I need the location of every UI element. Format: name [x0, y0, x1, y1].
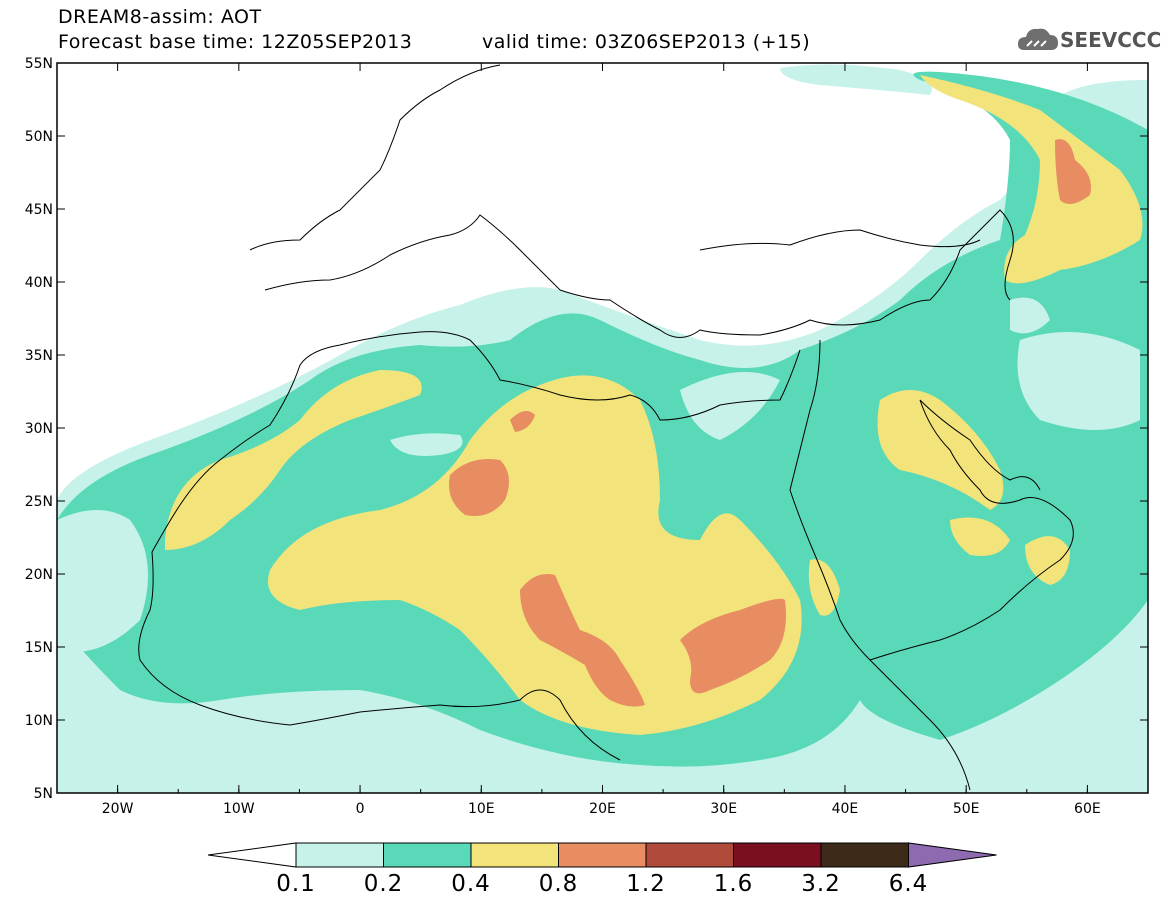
colorbar-label: 1.2: [626, 871, 666, 897]
aot-band-gap: [57, 297, 1140, 652]
colorbar-box: [733, 842, 822, 868]
colorbar-box: [295, 842, 384, 868]
lon-tick-label: 0: [356, 801, 365, 817]
lat-tick-label: 35N: [25, 348, 53, 364]
forecast-base-time: Forecast base time: 12Z05SEP2013: [58, 31, 413, 53]
colorbar-label: 0.2: [364, 871, 404, 897]
lat-tick-label: 5N: [34, 786, 53, 802]
colorbar-over: [908, 842, 997, 868]
lat-tick-label: 25N: [25, 494, 53, 510]
lat-tick-label: 15N: [25, 640, 53, 656]
logo-text: SEEVCCC: [1060, 28, 1162, 52]
coastlines: [138, 64, 1074, 791]
lon-tick-label: 20W: [102, 801, 134, 817]
lon-tick-label: 10E: [468, 801, 495, 817]
colorbar-box: [383, 842, 472, 868]
lat-tick-label: 45N: [25, 202, 53, 218]
colorbar-under: [207, 842, 297, 868]
colorbar-label: 0.1: [276, 871, 316, 897]
lat-tick-label: 10N: [25, 713, 53, 729]
lon-tick-label: 60E: [1074, 801, 1101, 817]
lat-tick-label: 40N: [25, 275, 53, 291]
lon-tick-label: 50E: [953, 801, 980, 817]
latitude-axis: 55N 50N 45N 40N 35N 30N 25N 20N 15N 10N 5N: [25, 56, 1148, 802]
colorbar: 0.1 0.2 0.4 0.8 1.2 1.6 3.2 6.4: [207, 842, 997, 897]
longitude-axis: 20W 10W 0 10E 20E 30E 40E 50E 60E: [56, 63, 1149, 817]
map-title: DREAM8-assim: AOT: [58, 6, 262, 28]
lat-tick-label: 55N: [25, 56, 53, 72]
lat-tick-label: 20N: [25, 567, 53, 583]
lat-tick-label: 30N: [25, 421, 53, 437]
colorbar-box: [820, 842, 909, 868]
aot-band-0.8: [449, 139, 1091, 707]
aot-field: [57, 64, 1148, 793]
colorbar-box: [558, 842, 647, 868]
colorbar-box: [645, 842, 734, 868]
colorbar-label: 6.4: [889, 871, 929, 897]
colorbar-label: 3.2: [801, 871, 841, 897]
lon-tick-label: 10W: [223, 801, 255, 817]
lon-tick-label: 30E: [710, 801, 737, 817]
colorbar-label: 1.6: [714, 871, 754, 897]
valid-time: valid time: 03Z06SEP2013 (+15): [482, 31, 811, 53]
aot-band-0.4: [165, 75, 1143, 735]
lon-tick-label: 40E: [832, 801, 859, 817]
cloud-icon: [1018, 28, 1058, 50]
lat-tick-label: 50N: [25, 129, 53, 145]
colorbar-label: 0.4: [451, 871, 491, 897]
lon-tick-label: 20E: [589, 801, 616, 817]
colorbar-label: 0.8: [539, 871, 579, 897]
colorbar-box: [470, 842, 559, 868]
